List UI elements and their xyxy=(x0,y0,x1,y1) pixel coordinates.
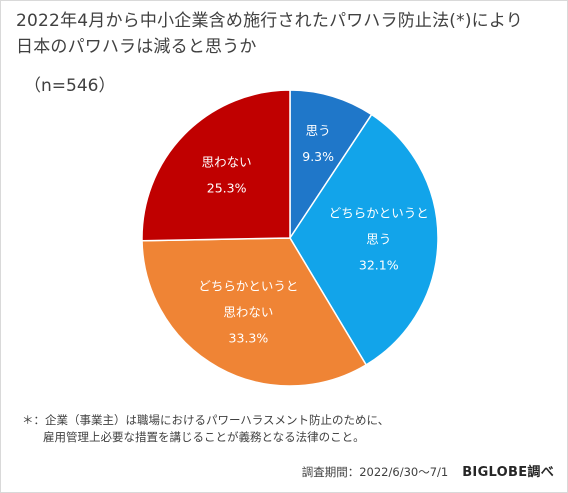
footer: 調査期間：2022/6/30〜7/1 BIGLOBE調べ xyxy=(302,461,554,480)
slice-category-label-3: どちらかというと xyxy=(198,279,298,294)
slice-value-label-4: 25.3% xyxy=(207,180,247,195)
pie-slice-4 xyxy=(141,89,291,242)
brand-credit: BIGLOBE調べ xyxy=(462,465,554,480)
footnote-line-2: 雇用管理上必要な措置を講じることが義務となる法律のこと。 xyxy=(43,430,365,444)
slice-value-label-1: 9.3% xyxy=(302,149,334,164)
survey-period: 調査期間：2022/6/30〜7/1 xyxy=(301,465,449,479)
pie-slice-3 xyxy=(141,237,367,387)
slice-category-label-4: 思わない xyxy=(202,154,252,169)
chart-title: 2022年4月から中小企業含め施行されたパワハラ防止法(*)により 日本のパワハ… xyxy=(16,8,556,60)
footnote: ＊：企業（事業主）は職場におけるパワーハラスメント防止のために、 雇用管理上必要… xyxy=(22,412,389,446)
slice-category-label-3: 思わない xyxy=(223,305,273,320)
footnote-line-1: ＊：企業（事業主）は職場におけるパワーハラスメント防止のために、 xyxy=(22,413,390,427)
chart-title-line-2: 日本のパワハラは減ると思うか xyxy=(16,37,257,57)
chart-title-line-1: 2022年4月から中小企業含め施行されたパワハラ防止法(*)により xyxy=(16,11,523,31)
slice-value-label-3: 33.3% xyxy=(229,331,269,346)
slice-value-label-2: 32.1% xyxy=(359,257,399,272)
sample-size: （n=546） xyxy=(24,76,116,96)
slice-category-label-2: 思う xyxy=(366,231,391,246)
pie-slice-2 xyxy=(289,113,439,366)
pie-slice-1 xyxy=(289,89,373,239)
slice-category-label-2: どちらかというと xyxy=(329,205,429,220)
slice-category-label-1: 思う xyxy=(306,123,331,138)
